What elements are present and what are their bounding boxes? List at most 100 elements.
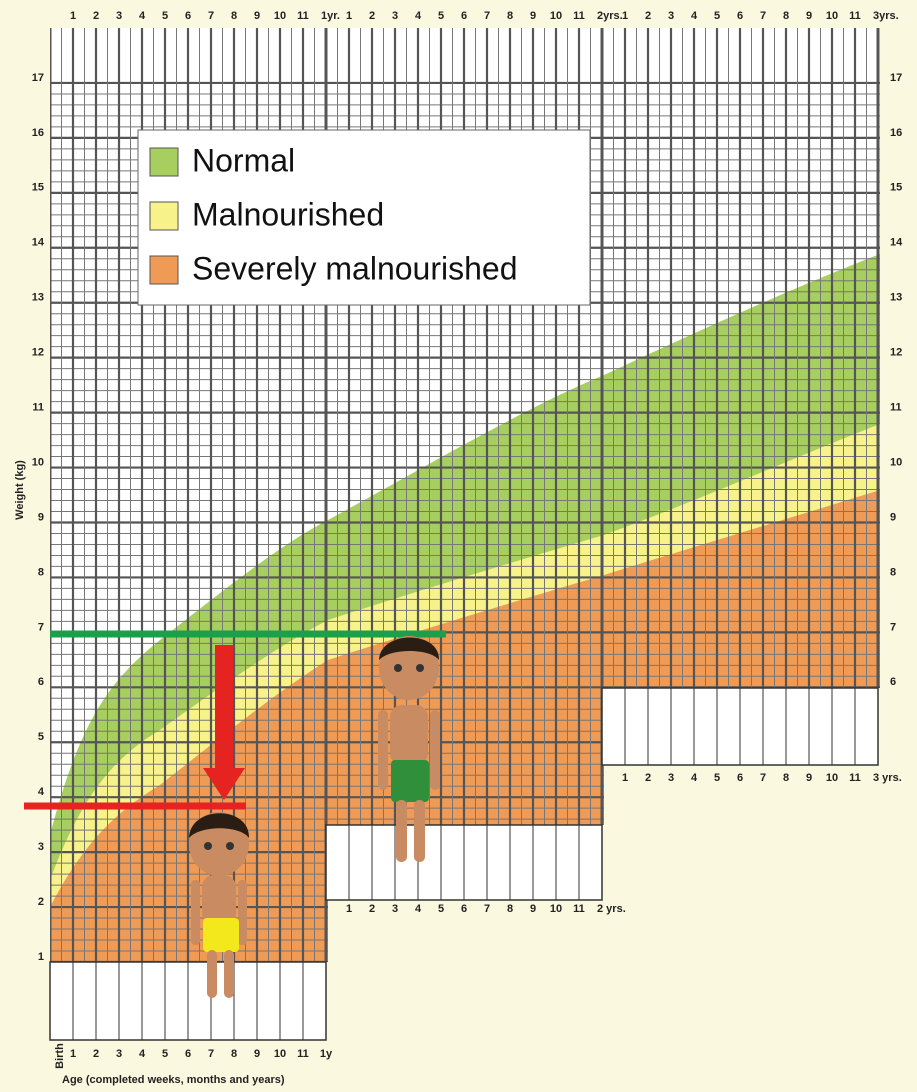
top-tick-label: 6	[461, 10, 467, 22]
y-tick-label: 3	[38, 841, 44, 853]
y-tick-label: 12	[32, 347, 44, 359]
y-tick-label: 17	[32, 72, 44, 84]
top-tick-label: 1	[346, 10, 352, 22]
top-tick-label: 10	[274, 10, 286, 22]
x-tick-label: 5	[714, 772, 720, 784]
top-tick-label: 2	[93, 10, 99, 22]
x-tick-label: 7	[484, 903, 490, 915]
y-tick-label: 2	[38, 896, 44, 908]
top-tick-label: 4	[415, 10, 422, 22]
top-tick-label: 3	[668, 10, 674, 22]
x-tick-label: 4	[691, 772, 698, 784]
top-tick-label: 3	[116, 10, 122, 22]
top-tick-label: 4	[139, 10, 146, 22]
top-tick-label: 8	[783, 10, 789, 22]
x-tick-label: 11	[573, 903, 585, 915]
y2-tick-label: 14	[890, 237, 903, 249]
top-tick-label: 5	[714, 10, 720, 22]
top-tick-label: 2yrs.	[597, 10, 623, 22]
top-tick-label: 7	[208, 10, 214, 22]
x-tick-label: 7	[760, 772, 766, 784]
y-tick-label: 7	[38, 621, 44, 633]
y2-tick-label: 16	[890, 127, 902, 139]
x-tick-label: 9	[530, 903, 536, 915]
top-tick-label: 2	[369, 10, 375, 22]
top-tick-label: 7	[484, 10, 490, 22]
x-tick-label: 1	[70, 1048, 76, 1060]
y2-tick-label: 6	[890, 676, 896, 688]
x-tick-label: 1	[346, 903, 352, 915]
legend-label: Severely malnourished	[192, 250, 518, 286]
top-tick-label: 9	[254, 10, 260, 22]
top-tick-label: 6	[185, 10, 191, 22]
x-tick-label: 2	[645, 772, 651, 784]
top-tick-label: 8	[507, 10, 513, 22]
x-tick-label: Birth	[54, 1043, 66, 1069]
x-tick-label: 6	[185, 1048, 191, 1060]
top-tick-label: 11	[297, 10, 309, 22]
x-tick-label: 10	[826, 772, 838, 784]
y-tick-label: 13	[32, 292, 44, 304]
y-tick-label: 4	[38, 786, 45, 798]
y-tick-label: 15	[32, 182, 44, 194]
y2-tick-label: 8	[890, 566, 896, 578]
y2-tick-label: 11	[890, 402, 902, 414]
top-tick-label: 6	[737, 10, 743, 22]
top-tick-label: 5	[162, 10, 168, 22]
top-tick-label: 4	[691, 10, 698, 22]
y-tick-label: 5	[38, 731, 44, 743]
top-tick-label: 10	[826, 10, 838, 22]
x-tick-label: 3	[116, 1048, 122, 1060]
legend-swatch	[150, 148, 178, 176]
y2-tick-label: 12	[890, 347, 902, 359]
top-tick-label: 11	[573, 10, 585, 22]
y-tick-label: 11	[32, 402, 44, 414]
top-tick-label: 1	[70, 10, 76, 22]
x-tick-label: 7	[208, 1048, 214, 1060]
x-tick-label: 1	[622, 772, 628, 784]
x-tick-label: 3 yrs.	[873, 772, 902, 784]
top-tick-label: 1	[622, 10, 628, 22]
x-tick-label: 3	[392, 903, 398, 915]
y-tick-label: 16	[32, 127, 44, 139]
x-axis-title: Age (completed weeks, months and years)	[62, 1074, 285, 1086]
x-tick-label: 8	[783, 772, 789, 784]
y2-tick-label: 13	[890, 292, 902, 304]
y2-tick-label: 10	[890, 456, 902, 468]
top-tick-label: 11	[849, 10, 861, 22]
x-tick-label: 4	[415, 903, 422, 915]
legend-label: Malnourished	[192, 196, 384, 232]
top-tick-label: 8	[231, 10, 237, 22]
y2-tick-label: 9	[890, 511, 896, 523]
x-tick-label: 8	[507, 903, 513, 915]
x-tick-label: 11	[297, 1048, 309, 1060]
x-tick-label: 9	[806, 772, 812, 784]
x-tick-label: 6	[461, 903, 467, 915]
x-tick-label: 9	[254, 1048, 260, 1060]
top-tick-label: 9	[806, 10, 812, 22]
x-tick-label: 11	[849, 772, 861, 784]
x-tick-label: 2 yrs.	[597, 903, 626, 915]
y2-tick-label: 17	[890, 72, 902, 84]
x-tick-label: 10	[550, 903, 562, 915]
y2-tick-label: 7	[890, 621, 896, 633]
legend-label: Normal	[192, 142, 295, 178]
y-tick-label: 14	[32, 237, 45, 249]
top-tick-label: 7	[760, 10, 766, 22]
legend-swatch	[150, 256, 178, 284]
x-tick-label: 1y	[320, 1048, 333, 1060]
top-tick-label: 1yr.	[321, 10, 340, 22]
x-tick-label: 6	[737, 772, 743, 784]
y-tick-label: 10	[32, 456, 44, 468]
top-tick-label: 3yrs.	[873, 10, 899, 22]
x-tick-label: 2	[369, 903, 375, 915]
y-tick-label: 1	[38, 951, 44, 963]
top-tick-label: 9	[530, 10, 536, 22]
top-tick-label: 2	[645, 10, 651, 22]
y-tick-label: 8	[38, 566, 44, 578]
y-axis-title: Weight (kg)	[14, 460, 26, 520]
y-tick-label: 9	[38, 511, 44, 523]
x-tick-label: 3	[668, 772, 674, 784]
growth-chart: Weight (kg) Age (completed weeks, months…	[0, 0, 917, 1092]
y-tick-label: 6	[38, 676, 44, 688]
